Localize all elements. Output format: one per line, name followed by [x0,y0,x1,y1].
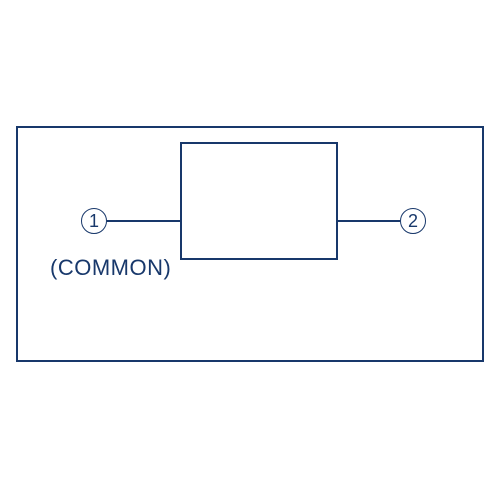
schematic-canvas: 1 2 (COMMON) [0,0,500,500]
pin-2-label: 2 [408,211,418,232]
wire-1 [107,220,180,222]
component-block [180,142,338,260]
pin-2: 2 [400,208,426,234]
pin-1-label: 1 [89,211,99,232]
pin-1: 1 [81,208,107,234]
common-label: (COMMON) [50,255,171,281]
wire-2 [338,220,400,222]
